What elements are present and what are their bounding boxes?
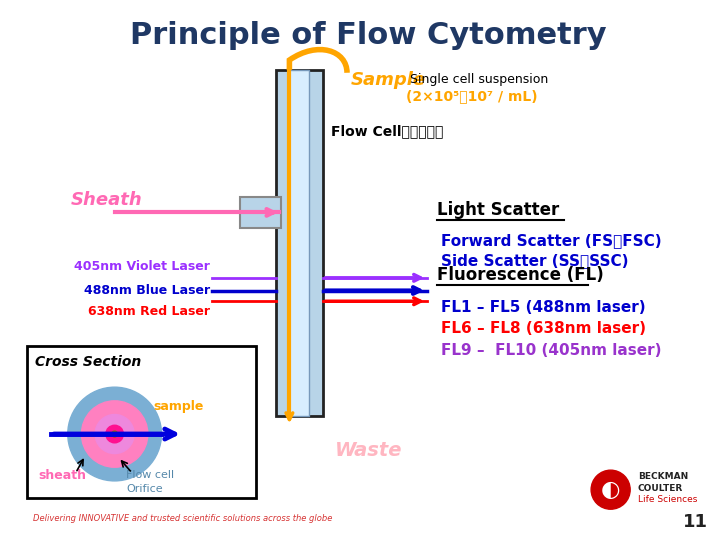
Text: Cross Section: Cross Section xyxy=(35,355,141,369)
Text: Flow Cell（流動室）: Flow Cell（流動室） xyxy=(331,124,444,138)
Text: 405nm Violet Laser: 405nm Violet Laser xyxy=(74,260,210,273)
Text: FL9 –  FL10 (405nm laser): FL9 – FL10 (405nm laser) xyxy=(441,342,661,357)
Text: Waste: Waste xyxy=(335,441,402,460)
Circle shape xyxy=(591,470,630,509)
Text: BECKMAN
COULTER: BECKMAN COULTER xyxy=(638,472,688,493)
Text: 11: 11 xyxy=(683,513,708,531)
Text: FL6 – FL8 (638nm laser): FL6 – FL8 (638nm laser) xyxy=(441,321,646,336)
Text: Forward Scatter (FS、FSC): Forward Scatter (FS、FSC) xyxy=(441,233,662,248)
Text: sample: sample xyxy=(153,400,204,413)
Text: (2×10⁵～10⁷ / mL): (2×10⁵～10⁷ / mL) xyxy=(405,89,537,103)
Bar xyxy=(276,70,323,416)
Circle shape xyxy=(106,425,123,443)
Circle shape xyxy=(68,387,161,481)
Bar xyxy=(289,70,309,416)
Bar xyxy=(240,197,281,228)
Text: Single cell suspension: Single cell suspension xyxy=(405,73,548,86)
Text: sheath: sheath xyxy=(38,469,86,482)
Circle shape xyxy=(112,431,117,437)
Text: Sample: Sample xyxy=(351,71,426,89)
Text: Life Sciences: Life Sciences xyxy=(638,495,698,504)
Text: 638nm Red Laser: 638nm Red Laser xyxy=(89,306,210,319)
Text: FL1 – FL5 (488nm laser): FL1 – FL5 (488nm laser) xyxy=(441,300,645,315)
Text: Delivering INNOVATIVE and trusted scientific solutions across the globe: Delivering INNOVATIVE and trusted scient… xyxy=(33,515,333,523)
Bar xyxy=(27,346,256,497)
Text: 488nm Blue Laser: 488nm Blue Laser xyxy=(84,284,210,297)
Text: ◐: ◐ xyxy=(601,480,621,500)
Text: Light Scatter: Light Scatter xyxy=(437,201,559,219)
Text: Side Scatter (SS、SSC): Side Scatter (SS、SSC) xyxy=(441,253,629,268)
Text: Sheath: Sheath xyxy=(71,191,143,208)
Circle shape xyxy=(81,401,148,467)
Text: Fluorescence (FL): Fluorescence (FL) xyxy=(437,266,603,284)
Text: Principle of Flow Cytometry: Principle of Flow Cytometry xyxy=(130,21,607,50)
Text: Orifice: Orifice xyxy=(126,484,163,494)
Circle shape xyxy=(95,415,134,454)
Text: Flow cell: Flow cell xyxy=(126,470,174,480)
